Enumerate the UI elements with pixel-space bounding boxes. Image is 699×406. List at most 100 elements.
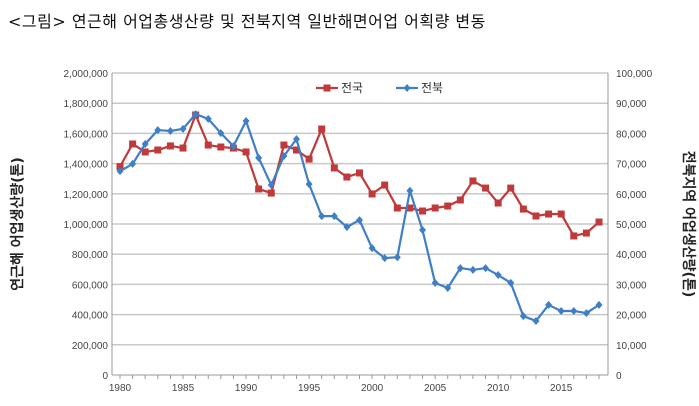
legend-marker-square [323, 84, 331, 92]
data-point [192, 110, 200, 119]
data-point [116, 167, 124, 176]
x-tick-label: 2005 [424, 383, 447, 394]
y-tick-label: 400,000 [72, 311, 109, 322]
data-point [570, 232, 578, 240]
data-point [229, 142, 237, 151]
y-tick-label: 600,000 [72, 280, 109, 291]
data-point [582, 229, 590, 237]
x-tick-label: 1985 [172, 383, 195, 394]
data-point [456, 264, 464, 273]
data-point [406, 204, 414, 212]
data-point [419, 226, 427, 235]
y-tick-label: 1,800,000 [64, 99, 109, 110]
x-tick-label: 2015 [550, 383, 573, 394]
y-tick-label: 800,000 [72, 250, 109, 261]
data-point [305, 180, 313, 189]
data-point [166, 126, 174, 135]
data-point [204, 114, 212, 123]
x-tick-label: 1995 [298, 383, 321, 394]
data-point [545, 210, 553, 218]
data-point [292, 146, 300, 154]
legend-marker-diamond [403, 84, 411, 92]
y2-tick-label: 50,000 [616, 220, 647, 231]
y-tick-label: 0 [102, 371, 108, 382]
data-point [129, 159, 137, 168]
data-point [141, 139, 149, 148]
data-point [217, 143, 225, 151]
data-point [356, 216, 363, 225]
data-point [393, 253, 401, 262]
data-point [419, 207, 427, 215]
data-point [242, 148, 250, 156]
data-point [507, 184, 515, 192]
y-tick-label: 2,000,000 [64, 69, 109, 80]
data-point [494, 271, 502, 280]
data-point [154, 146, 162, 154]
data-point [595, 300, 603, 309]
data-point [356, 169, 363, 177]
x-tick-label: 1990 [235, 383, 258, 394]
data-point [482, 184, 490, 192]
y2-tick-label: 80,000 [616, 129, 647, 140]
y-tick-label: 200,000 [72, 341, 109, 352]
chart-title: <그림> 연근해 어업총생산량 및 전북지역 일반해면어업 어획량 변동 [8, 12, 486, 31]
data-point [255, 153, 263, 162]
data-point [406, 186, 414, 195]
data-point [519, 312, 527, 321]
data-point [330, 164, 338, 172]
x-tick-label: 2000 [361, 383, 384, 394]
data-point [431, 278, 439, 287]
data-point [292, 135, 300, 144]
data-point [482, 264, 490, 273]
data-point [431, 204, 439, 212]
data-point [129, 140, 137, 148]
data-point [595, 218, 603, 226]
data-point [280, 141, 288, 149]
data-point [532, 212, 540, 220]
data-point [343, 173, 351, 181]
y2-tick-label: 90,000 [616, 99, 647, 110]
data-point [242, 117, 250, 126]
data-point [519, 205, 527, 213]
data-point [179, 124, 187, 133]
data-point [116, 163, 124, 171]
data-point [330, 212, 338, 221]
data-point [456, 196, 464, 204]
data-point [507, 278, 515, 287]
data-point [267, 181, 275, 190]
y2-axis-label: 전북지역 어업생산량(톤) [680, 151, 697, 297]
data-point [179, 144, 187, 152]
data-point [154, 126, 162, 135]
data-point [318, 212, 326, 221]
data-point [469, 177, 477, 185]
x-tick-label: 2010 [487, 383, 510, 394]
data-point [532, 316, 540, 325]
y2-tick-label: 0 [616, 371, 622, 382]
y2-tick-label: 100,000 [616, 69, 653, 80]
y2-tick-label: 30,000 [616, 280, 647, 291]
data-point [557, 306, 565, 315]
y-tick-label: 1,600,000 [64, 129, 109, 140]
data-point [368, 190, 376, 198]
data-point [217, 129, 225, 138]
y2-tick-label: 70,000 [616, 160, 647, 171]
data-point [255, 185, 263, 193]
y2-tick-label: 10,000 [616, 341, 647, 352]
y-tick-label: 1,200,000 [64, 190, 109, 201]
data-point [267, 189, 275, 197]
data-point [204, 141, 212, 149]
data-point [141, 148, 149, 156]
data-point [305, 155, 313, 163]
legend-label: 전북 [421, 81, 443, 95]
y2-tick-label: 20,000 [616, 311, 647, 322]
data-point [444, 202, 452, 210]
y2-tick-label: 60,000 [616, 190, 647, 201]
data-point [381, 254, 389, 263]
data-point [494, 199, 502, 207]
data-point [166, 142, 174, 150]
y-tick-label: 1,000,000 [64, 220, 109, 231]
data-point [582, 309, 590, 318]
y-tick-label: 1,400,000 [64, 160, 109, 171]
